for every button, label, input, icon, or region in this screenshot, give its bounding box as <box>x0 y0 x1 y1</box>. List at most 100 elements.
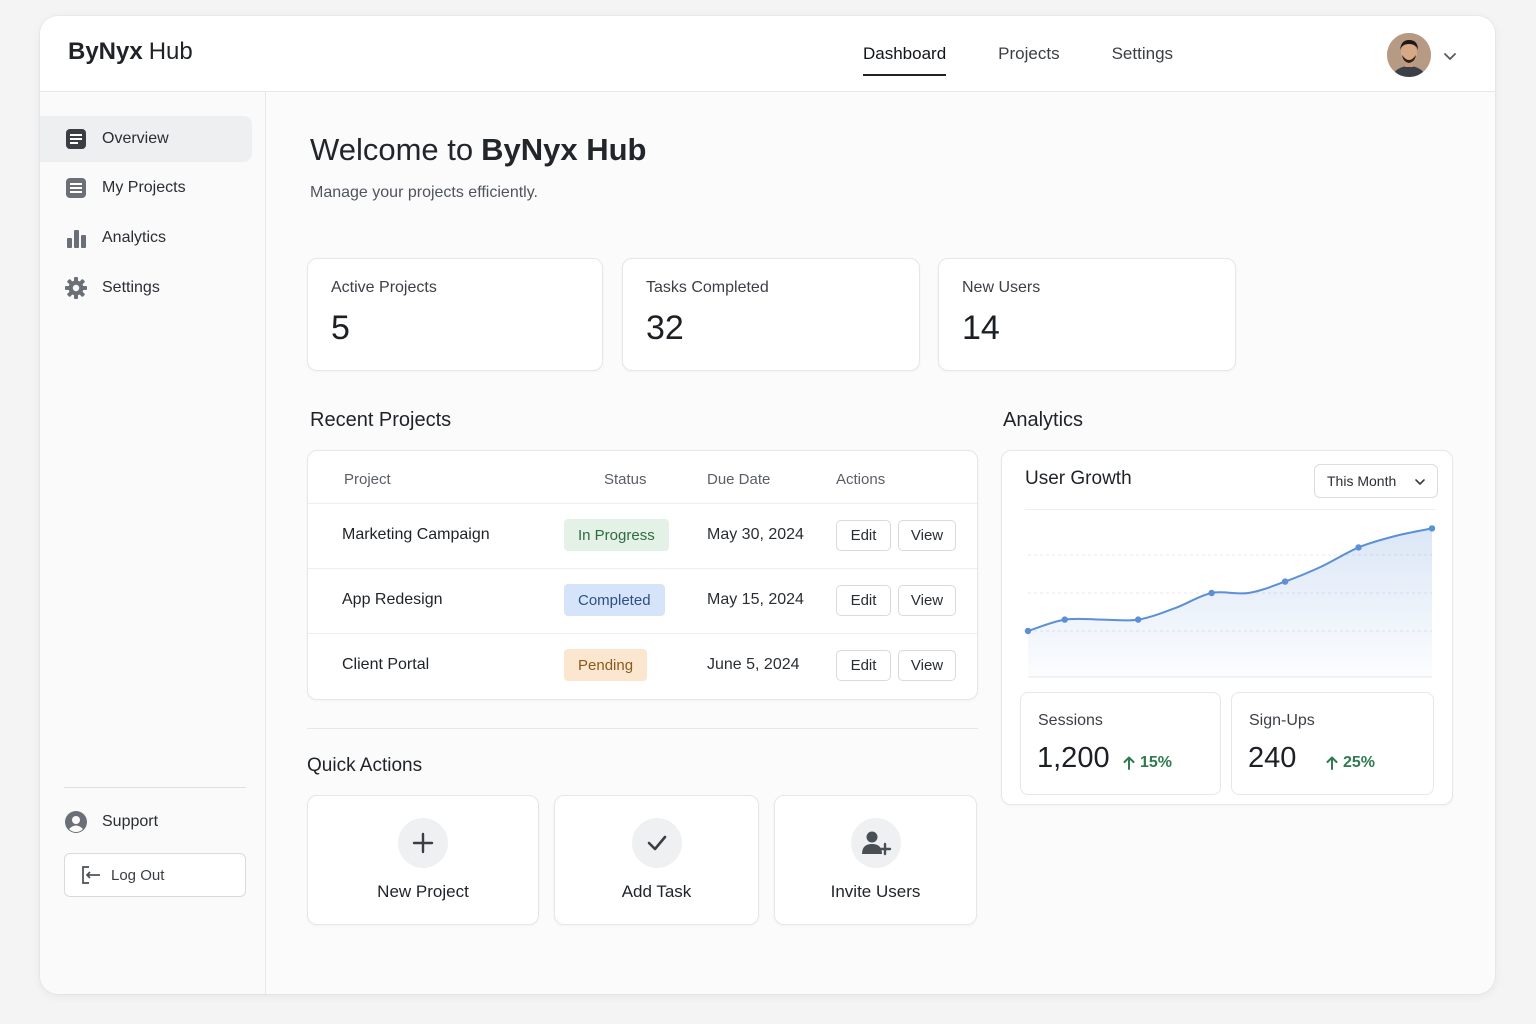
stat-label: New Users <box>962 279 1041 296</box>
metric-value: 1,200 <box>1037 742 1110 774</box>
data-point <box>1134 616 1142 623</box>
sidebar: Overview My Projects Analytics <box>40 92 266 994</box>
data-point <box>1428 525 1436 532</box>
stat-card-active-projects: Active Projects 5 <box>307 258 603 371</box>
metric-change-value: 25% <box>1343 754 1376 771</box>
plus-icon <box>398 818 448 868</box>
sidebar-divider <box>64 787 246 788</box>
logout-icon <box>79 863 103 887</box>
column-header-status: Status <box>604 471 647 488</box>
metric-label: Sign-Ups <box>1249 712 1315 729</box>
sidebar-item-label: My Projects <box>102 179 186 196</box>
app-window: ByNyx Hub Dashboard Projects Settings <box>40 16 1495 994</box>
bar-chart-icon <box>64 226 88 250</box>
page-subtitle: Manage your projects efficiently. <box>310 184 538 201</box>
brand-logo[interactable]: ByNyx Hub <box>68 38 193 66</box>
date-range-value: This Month <box>1327 473 1397 489</box>
edit-button[interactable]: Edit <box>836 650 891 681</box>
card-divider <box>1025 509 1436 510</box>
chart-area-fill <box>1028 528 1432 677</box>
section-divider <box>307 728 978 729</box>
check-icon <box>631 818 682 868</box>
stat-value: 32 <box>646 309 684 347</box>
chart-series-line <box>1027 527 1433 632</box>
project-name[interactable]: App Redesign <box>342 591 443 608</box>
stat-card-new-users: New Users 14 <box>938 258 1236 371</box>
tab-projects[interactable]: Projects <box>998 44 1060 63</box>
sidebar-item-label: Settings <box>102 279 160 296</box>
sidebar-item-settings[interactable]: Settings <box>40 265 252 311</box>
tab-settings[interactable]: Settings <box>1111 44 1174 63</box>
arrow-up-icon <box>1326 756 1338 770</box>
sidebar-item-analytics[interactable]: Analytics <box>40 215 252 261</box>
recent-projects-title: Recent Projects <box>310 409 452 431</box>
edit-button[interactable]: Edit <box>836 520 891 551</box>
support-icon <box>64 810 88 834</box>
stat-label: Tasks Completed <box>646 279 769 296</box>
metric-value: 240 <box>1248 742 1297 774</box>
projects-table: Project Status Due Date Actions Marketin… <box>307 450 978 700</box>
sidebar-item-my-projects[interactable]: My Projects <box>40 165 252 211</box>
view-button[interactable]: View <box>898 520 956 551</box>
column-header-project: Project <box>344 471 391 488</box>
page-title: Welcome to ByNyx Hub <box>310 132 646 168</box>
stat-value: 14 <box>962 309 1000 347</box>
data-point <box>1024 627 1032 635</box>
status-badge: Completed <box>564 584 665 616</box>
document-icon <box>64 127 88 151</box>
stat-label: Active Projects <box>331 279 437 296</box>
table-row: App Redesign Completed May 15, 2024 Edit… <box>308 568 977 633</box>
sidebar-item-overview[interactable]: Overview <box>40 116 252 162</box>
tab-dashboard[interactable]: Dashboard <box>863 16 947 92</box>
support-link[interactable]: Support <box>64 804 158 840</box>
quick-actions-title: Quick Actions <box>307 755 423 776</box>
due-date: June 5, 2024 <box>707 656 800 673</box>
data-point <box>1355 544 1362 551</box>
new-project-button[interactable]: New Project <box>307 795 539 925</box>
chevron-down-icon[interactable] <box>1440 46 1460 66</box>
project-name[interactable]: Client Portal <box>342 656 430 673</box>
due-date: May 30, 2024 <box>707 526 804 543</box>
metric-label: Sessions <box>1038 712 1103 729</box>
data-point <box>1281 578 1289 585</box>
invite-users-button[interactable]: Invite Users <box>774 795 977 925</box>
stat-value: 5 <box>331 309 350 347</box>
user-growth-card: User Growth This Month Sessions 1,200 <box>1001 450 1453 805</box>
column-header-due-date: Due Date <box>707 471 771 488</box>
avatar-person-icon <box>1387 33 1431 77</box>
view-button[interactable]: View <box>898 650 956 681</box>
quick-action-label: Add Task <box>621 882 692 901</box>
logout-label: Log Out <box>111 866 165 884</box>
list-icon <box>64 176 88 200</box>
table-row: Client Portal Pending June 5, 2024 Edit … <box>308 633 977 698</box>
metric-change-value: 15% <box>1140 754 1173 771</box>
add-user-icon <box>850 818 901 868</box>
signups-card: Sign-Ups 240 25% <box>1231 692 1434 795</box>
welcome-brand: ByNyx Hub <box>481 132 647 167</box>
due-date: May 15, 2024 <box>707 591 804 608</box>
view-button[interactable]: View <box>898 585 956 616</box>
gear-icon <box>64 276 88 300</box>
sidebar-item-label: Overview <box>102 130 169 147</box>
status-badge: In Progress <box>564 519 669 551</box>
top-nav: Dashboard Projects Settings <box>863 16 1225 92</box>
avatar[interactable] <box>1387 33 1431 77</box>
data-point <box>1061 616 1068 623</box>
welcome-prefix: Welcome to <box>310 132 474 167</box>
date-range-select[interactable]: This Month <box>1314 464 1438 498</box>
chevron-down-icon <box>1415 479 1425 485</box>
table-row: Marketing Campaign In Progress May 30, 2… <box>308 503 977 568</box>
quick-action-label: Invite Users <box>830 882 921 901</box>
edit-button[interactable]: Edit <box>836 585 891 616</box>
logout-button[interactable]: Log Out <box>64 853 246 897</box>
data-point <box>1208 589 1215 597</box>
column-header-actions: Actions <box>836 471 886 488</box>
add-task-button[interactable]: Add Task <box>554 795 759 925</box>
metric-change: 25% <box>1326 754 1375 772</box>
user-growth-line-chart <box>1024 525 1436 678</box>
project-name[interactable]: Marketing Campaign <box>342 526 490 543</box>
status-badge: Pending <box>564 649 648 681</box>
sessions-card: Sessions 1,200 15% <box>1020 692 1221 795</box>
support-label: Support <box>102 813 159 830</box>
chart-markers <box>1024 525 1436 635</box>
